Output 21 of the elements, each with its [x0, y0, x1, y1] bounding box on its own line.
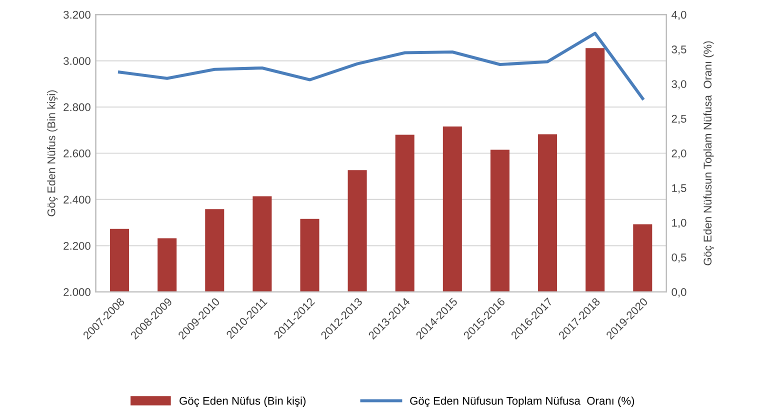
y-tick-label: 3.000 — [64, 57, 90, 65]
y2-tick-label: 4,0 — [672, 10, 686, 20]
y2-tick-label: 0,5 — [672, 254, 686, 263]
line-series — [118, 32, 644, 100]
y-tick-label: 2.600 — [64, 150, 90, 158]
y2-tick-label: 1,0 — [672, 218, 686, 228]
y-tick-label: 2.800 — [64, 103, 90, 112]
y2-tick-label: 2,5 — [672, 114, 686, 124]
y2-tick-label: 3,5 — [672, 46, 686, 55]
y2-tick-label: 2,0 — [672, 150, 686, 159]
y2-tick-label: 0,0 — [672, 288, 686, 298]
y-axis-title: Göç Eden Nüfus (Bin kişi) — [47, 90, 58, 216]
legend-label: Göç Eden Nüfusun Toplam Nüfusa Oranı (%) — [410, 396, 634, 407]
y-tick-label: 2.000 — [64, 288, 90, 296]
y-tick-label: 2.400 — [64, 196, 90, 204]
legend-label: Göç Eden Nüfus (Bin kişi) — [180, 396, 306, 407]
y-tick-label: 2.200 — [64, 242, 90, 250]
y2-axis-title: Göç Eden Nüfusun Toplam Nüfusa Oranı (%) — [703, 41, 714, 266]
y2-tick-label: 3,0 — [672, 80, 686, 90]
y-tick-label: 3.200 — [64, 10, 90, 19]
y2-tick-label: 1,5 — [672, 184, 686, 194]
